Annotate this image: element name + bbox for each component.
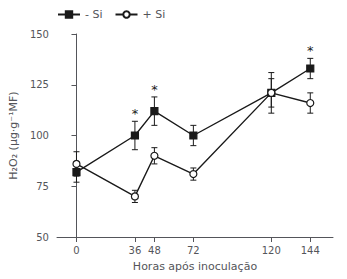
svg-text:*: * xyxy=(151,82,158,97)
svg-text:*: * xyxy=(307,43,314,58)
svg-text:48: 48 xyxy=(148,245,161,256)
svg-text:H₂O₂ (µg·g⁻¹MF): H₂O₂ (µg·g⁻¹MF) xyxy=(7,91,20,179)
svg-text:36: 36 xyxy=(129,245,142,256)
svg-text:- Si: - Si xyxy=(85,8,103,21)
svg-text:50: 50 xyxy=(36,232,49,243)
svg-text:75: 75 xyxy=(36,181,49,192)
svg-text:125: 125 xyxy=(30,79,49,90)
svg-text:150: 150 xyxy=(30,29,49,40)
svg-text:*: * xyxy=(132,106,139,121)
svg-text:72: 72 xyxy=(187,245,200,256)
svg-text:+ Si: + Si xyxy=(143,8,166,21)
svg-text:Horas após inoculação: Horas após inoculação xyxy=(133,260,258,273)
svg-text:144: 144 xyxy=(301,245,320,256)
svg-text:0: 0 xyxy=(73,245,79,256)
svg-text:100: 100 xyxy=(30,130,49,141)
svg-text:120: 120 xyxy=(262,245,281,256)
